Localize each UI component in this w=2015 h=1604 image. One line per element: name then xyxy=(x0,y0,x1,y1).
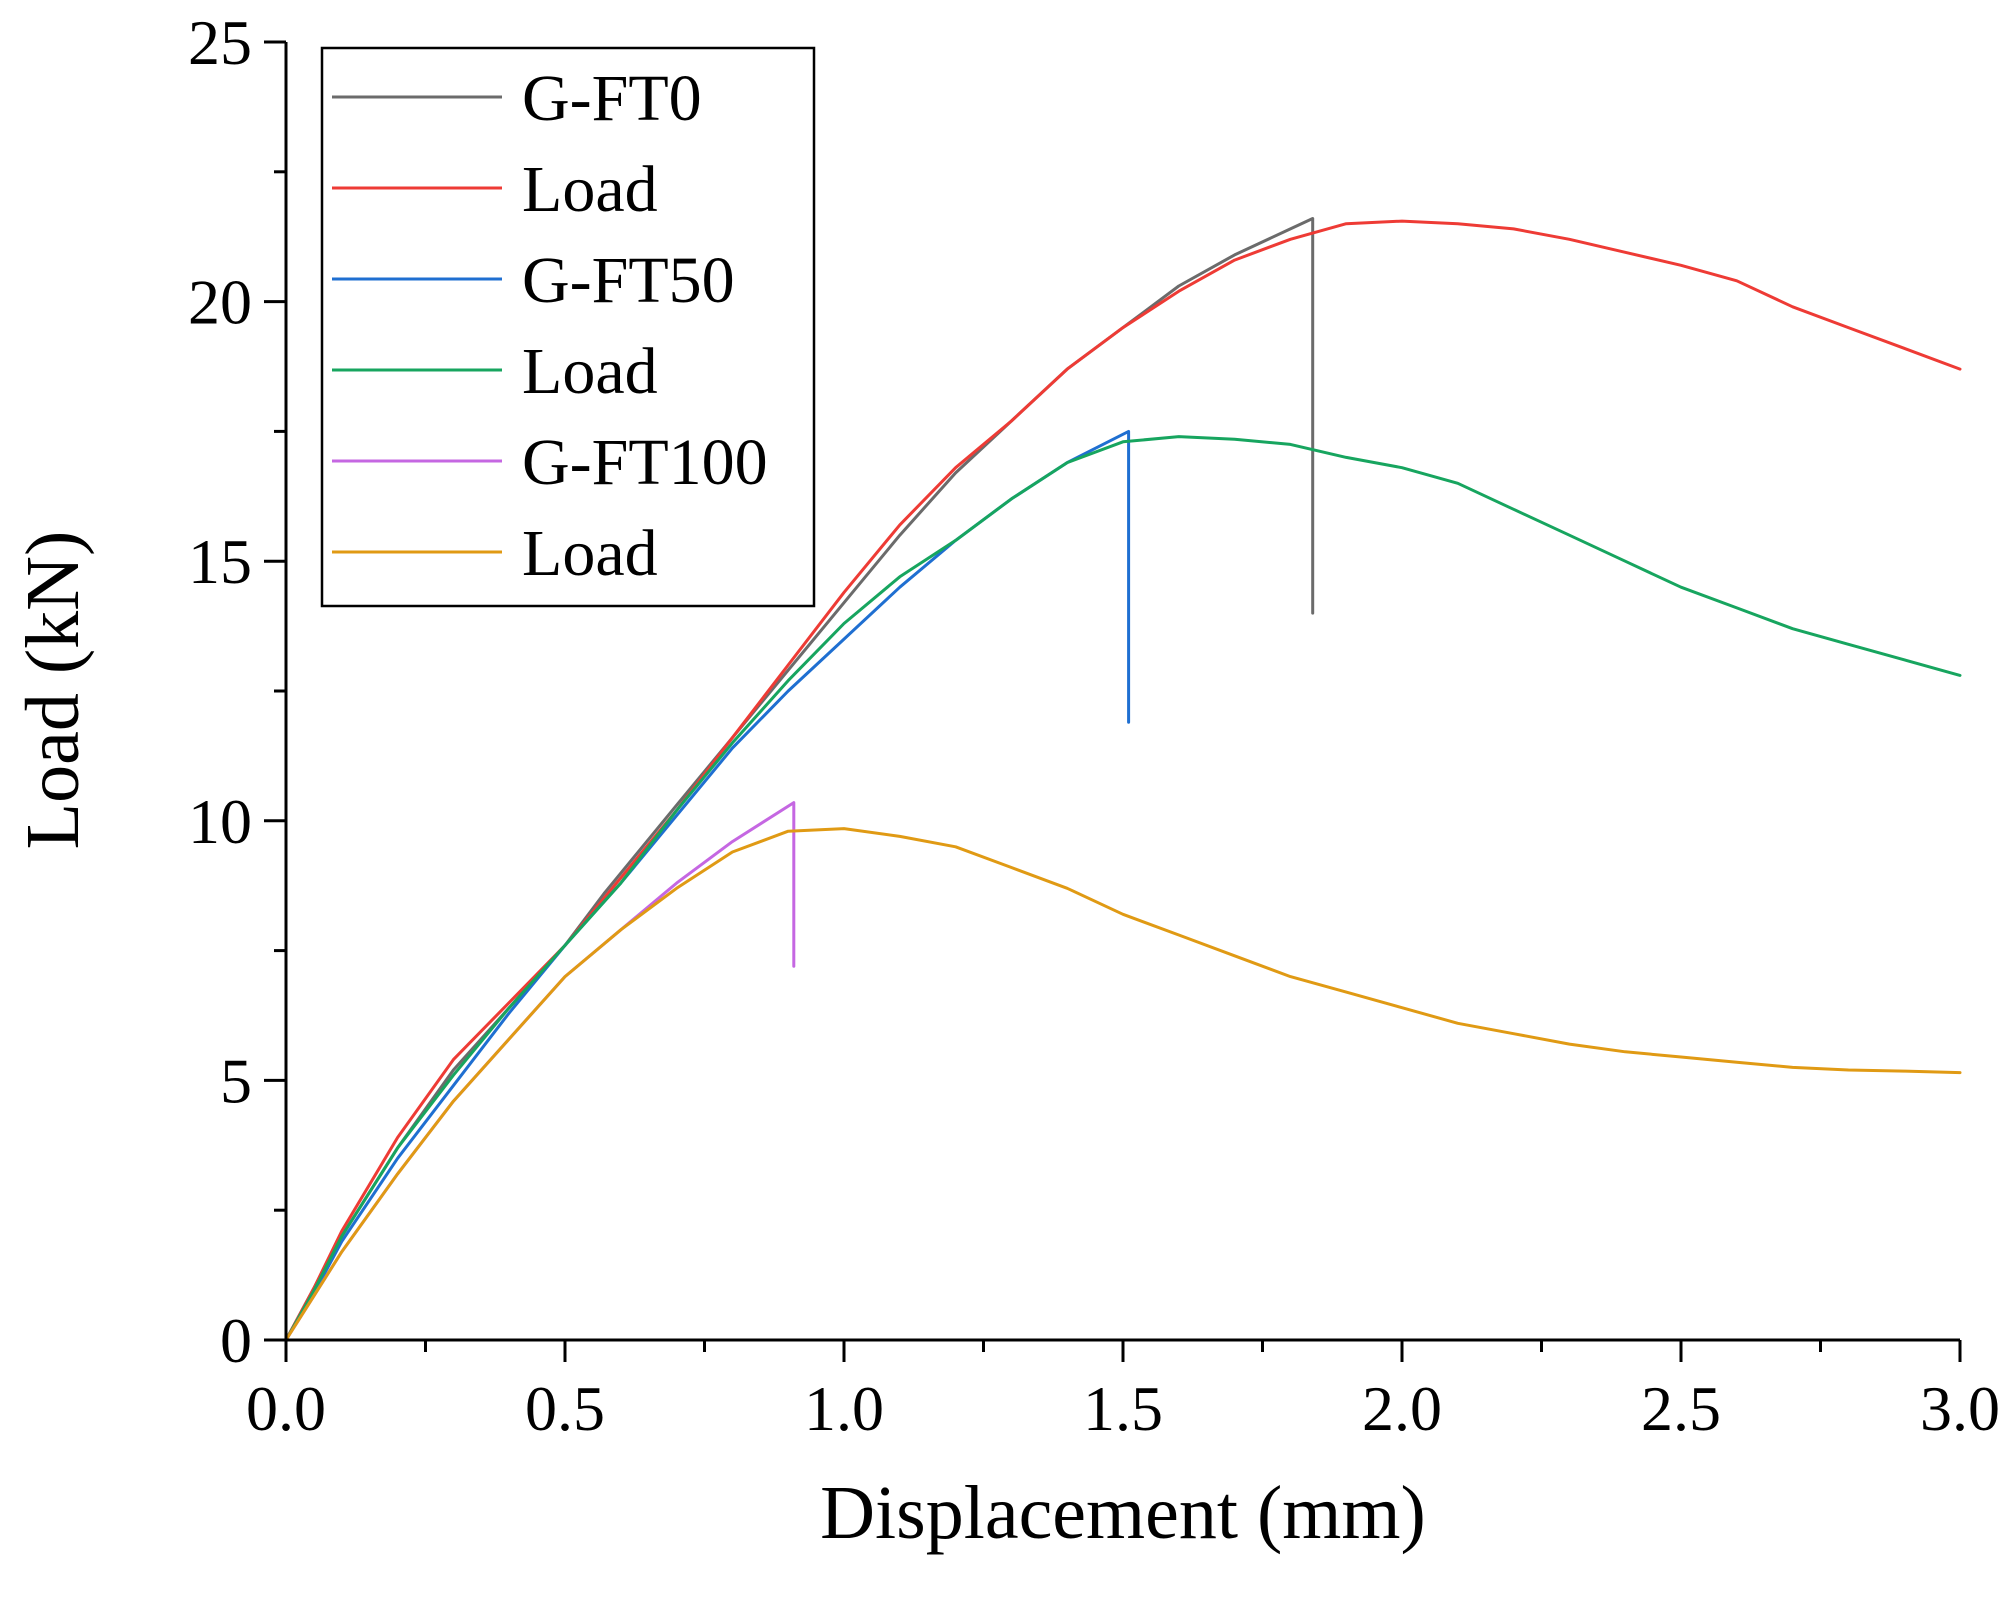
y-tick-label: 15 xyxy=(188,526,252,597)
series-line-g-ft100-4 xyxy=(284,801,796,1342)
y-tick-label: 0 xyxy=(220,1305,252,1376)
legend-label: Load xyxy=(522,335,658,408)
x-tick-label: 0.0 xyxy=(246,1373,326,1444)
x-tick-label: 2.5 xyxy=(1641,1373,1721,1444)
x-axis-title: Displacement (mm) xyxy=(820,1471,1426,1555)
y-tick-label: 5 xyxy=(220,1045,252,1116)
ticks: 0.0 0.5 1.0 1.5 2.0 2.5 3.0 0 5 10 15 20 25 xyxy=(188,7,2000,1444)
legend-box xyxy=(320,46,816,608)
y-tick-label: 25 xyxy=(188,7,252,78)
x-tick-label: 2.0 xyxy=(1362,1373,1442,1444)
legend-label: G-FT100 xyxy=(522,426,768,499)
x-tick-label: 0.5 xyxy=(525,1373,605,1444)
x-tick-label: 1.5 xyxy=(1083,1373,1163,1444)
series-line-load-3 xyxy=(284,435,1962,1342)
y-tick-label: 20 xyxy=(188,267,252,338)
series-line-load-5 xyxy=(284,827,1962,1342)
x-tick-label: 1.0 xyxy=(804,1373,884,1444)
series-line-load-1 xyxy=(284,219,1962,1342)
legend-label: G-FT0 xyxy=(522,62,702,135)
y-tick-label: 10 xyxy=(188,786,252,857)
legend-label: Load xyxy=(522,153,658,226)
series-layer xyxy=(284,217,1962,1342)
x-tick-label: 3.0 xyxy=(1920,1373,2000,1444)
y-axis-title: Load (kN) xyxy=(11,531,95,850)
legend-label: Load xyxy=(522,517,658,590)
legend-label: G-FT50 xyxy=(522,244,735,317)
legend: G-FT0 Load G-FT50 Load G-FT100 Load xyxy=(320,46,816,608)
series-line-g-ft0-0 xyxy=(284,217,1315,1342)
